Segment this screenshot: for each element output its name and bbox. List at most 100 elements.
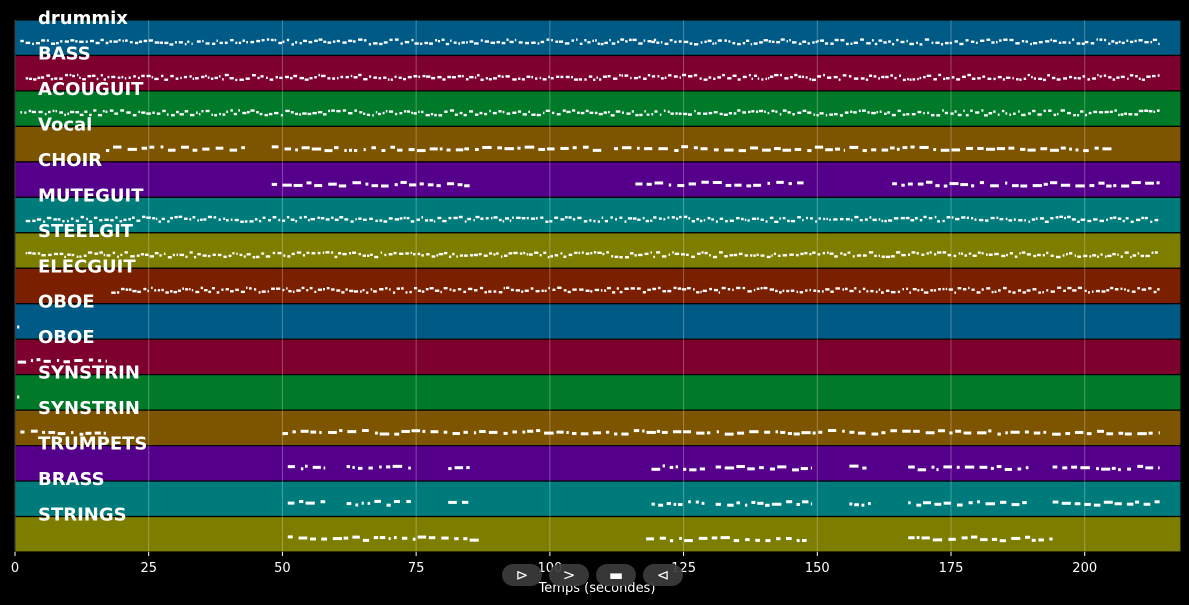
note-event [132,289,137,293]
note-event [418,75,421,78]
note-event [659,536,666,540]
note-event [780,73,782,77]
stop-button[interactable]: ▬ [596,564,636,586]
note-event [200,218,203,221]
note-event [1092,254,1097,257]
note-event [961,216,966,219]
note-event [725,219,728,223]
note-event [1091,290,1094,293]
x-tick-label: 150 [805,561,830,576]
note-event [1118,468,1121,472]
note-event [120,109,125,112]
note-event [216,39,218,42]
note-event [292,290,295,294]
note-event [617,40,620,44]
note-event [332,537,342,541]
note-event [626,112,631,115]
note-event [663,218,666,221]
note-event [484,291,487,294]
note-event [997,113,1000,116]
note-event [167,148,176,152]
track-band-14 [14,515,1182,553]
note-event [43,359,51,363]
note-event [1077,114,1080,117]
note-event [448,255,452,258]
note-event [807,42,810,45]
note-event [744,254,748,257]
note-event [146,216,151,219]
note-event [94,252,99,255]
note-event [85,40,88,43]
note-event [109,40,112,43]
note-event [747,290,752,293]
note-event [225,288,229,291]
note-event [849,464,859,468]
note-event [1134,39,1137,43]
play-button[interactable]: ⊳ [502,564,542,586]
note-event [794,147,802,151]
note-event [340,75,344,79]
note-event [646,430,656,434]
note-event [991,290,994,294]
note-event [547,147,555,151]
note-event [202,147,210,151]
note-event [1097,255,1099,258]
note-event [443,251,448,255]
note-event [977,500,980,504]
note-event [323,287,325,291]
note-event [106,254,111,257]
forward-button[interactable]: > [549,564,589,586]
note-event [672,251,674,254]
note-event [266,76,268,79]
note-event [518,41,523,44]
note-event [1047,74,1050,77]
note-event [818,430,823,434]
note-event [410,251,413,255]
note-event [421,290,425,293]
note-event [484,40,490,43]
note-event [651,502,655,506]
note-event [810,502,813,506]
note-event [1061,501,1071,505]
track-label-10: SYNSTRIN [38,363,140,384]
note-event [448,216,452,220]
note-event [222,78,224,81]
note-event [733,112,737,115]
note-event [370,288,373,291]
note-event [593,251,597,254]
note-event [509,40,514,44]
note-event [447,75,451,79]
note-event [960,183,969,187]
note-event [293,74,298,78]
note-event [154,77,159,81]
note-event [826,251,829,254]
note-event [905,216,910,220]
note-event [661,430,668,434]
note-event [282,432,288,436]
note-event [706,431,711,435]
note-event [815,40,818,44]
note-event [999,39,1002,42]
note-event [155,217,158,221]
note-event [689,468,697,472]
back-button[interactable]: ⊲ [643,564,683,586]
note-event [878,218,881,221]
note-event [55,109,58,113]
note-event [984,219,989,222]
note-event [441,536,449,540]
note-event [230,218,233,221]
note-event [931,113,935,117]
note-event [940,43,944,46]
note-event [914,217,918,220]
note-event [668,74,672,77]
note-event [129,40,133,44]
note-event [935,184,940,188]
note-event [418,110,420,114]
note-event [1064,216,1066,220]
note-event [978,218,984,222]
note-event [926,74,932,77]
note-event [462,74,464,78]
note-event [1122,219,1125,223]
note-event [137,290,141,294]
note-event [124,77,127,80]
